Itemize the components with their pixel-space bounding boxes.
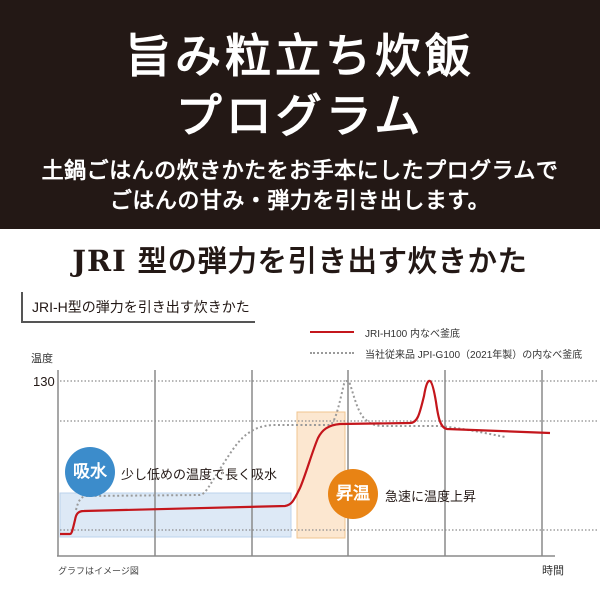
absorption-badge: 吸水 [65, 447, 115, 497]
hero-subtitle-line2: ごはんの甘み・弾力を引き出します。 [109, 188, 491, 214]
image-note: グラフはイメージ図 [58, 566, 139, 576]
y-tick-130: 130 [33, 374, 55, 389]
absorption-description: 少し低めの温度で長く吸水 [121, 467, 278, 482]
hero-title-line2: プログラム [175, 89, 425, 143]
dotted-line-swatch-icon [310, 352, 354, 354]
series-jpi-g100 [75, 380, 506, 511]
section-title: JRI 型の弾力を引き出す炊きかた [72, 244, 528, 278]
series-jri-h100 [60, 379, 551, 536]
heating-badge: 昇温 [328, 469, 378, 519]
y-axis-label: 温度 [31, 353, 53, 365]
heating-description: 急速に温度上昇 [385, 489, 477, 504]
chart-heading: JRI-H型の弾力を引き出す炊きかた [21, 292, 255, 323]
legend-label: JRI-H100 内なべ釜底 [365, 329, 461, 340]
hero-subtitle-line1: 土鍋ごはんの炊きかたをお手本にしたプログラムで [41, 158, 559, 184]
legend-label: 当社従来品 JPI-G100（2021年製）の内なべ釜底 [365, 350, 583, 361]
horizontal-gridlines [60, 380, 598, 531]
hero-banner: 旨み粒立ち炊飯 プログラム 土鍋ごはんの炊きかたをお手本にしたプログラムで ごは… [0, 0, 600, 229]
solid-line-swatch-icon [310, 331, 354, 333]
hero-title-line1: 旨み粒立ち炊飯 [125, 29, 475, 83]
x-axis-label: 時間 [542, 565, 564, 577]
vertical-gridlines [57, 370, 543, 556]
